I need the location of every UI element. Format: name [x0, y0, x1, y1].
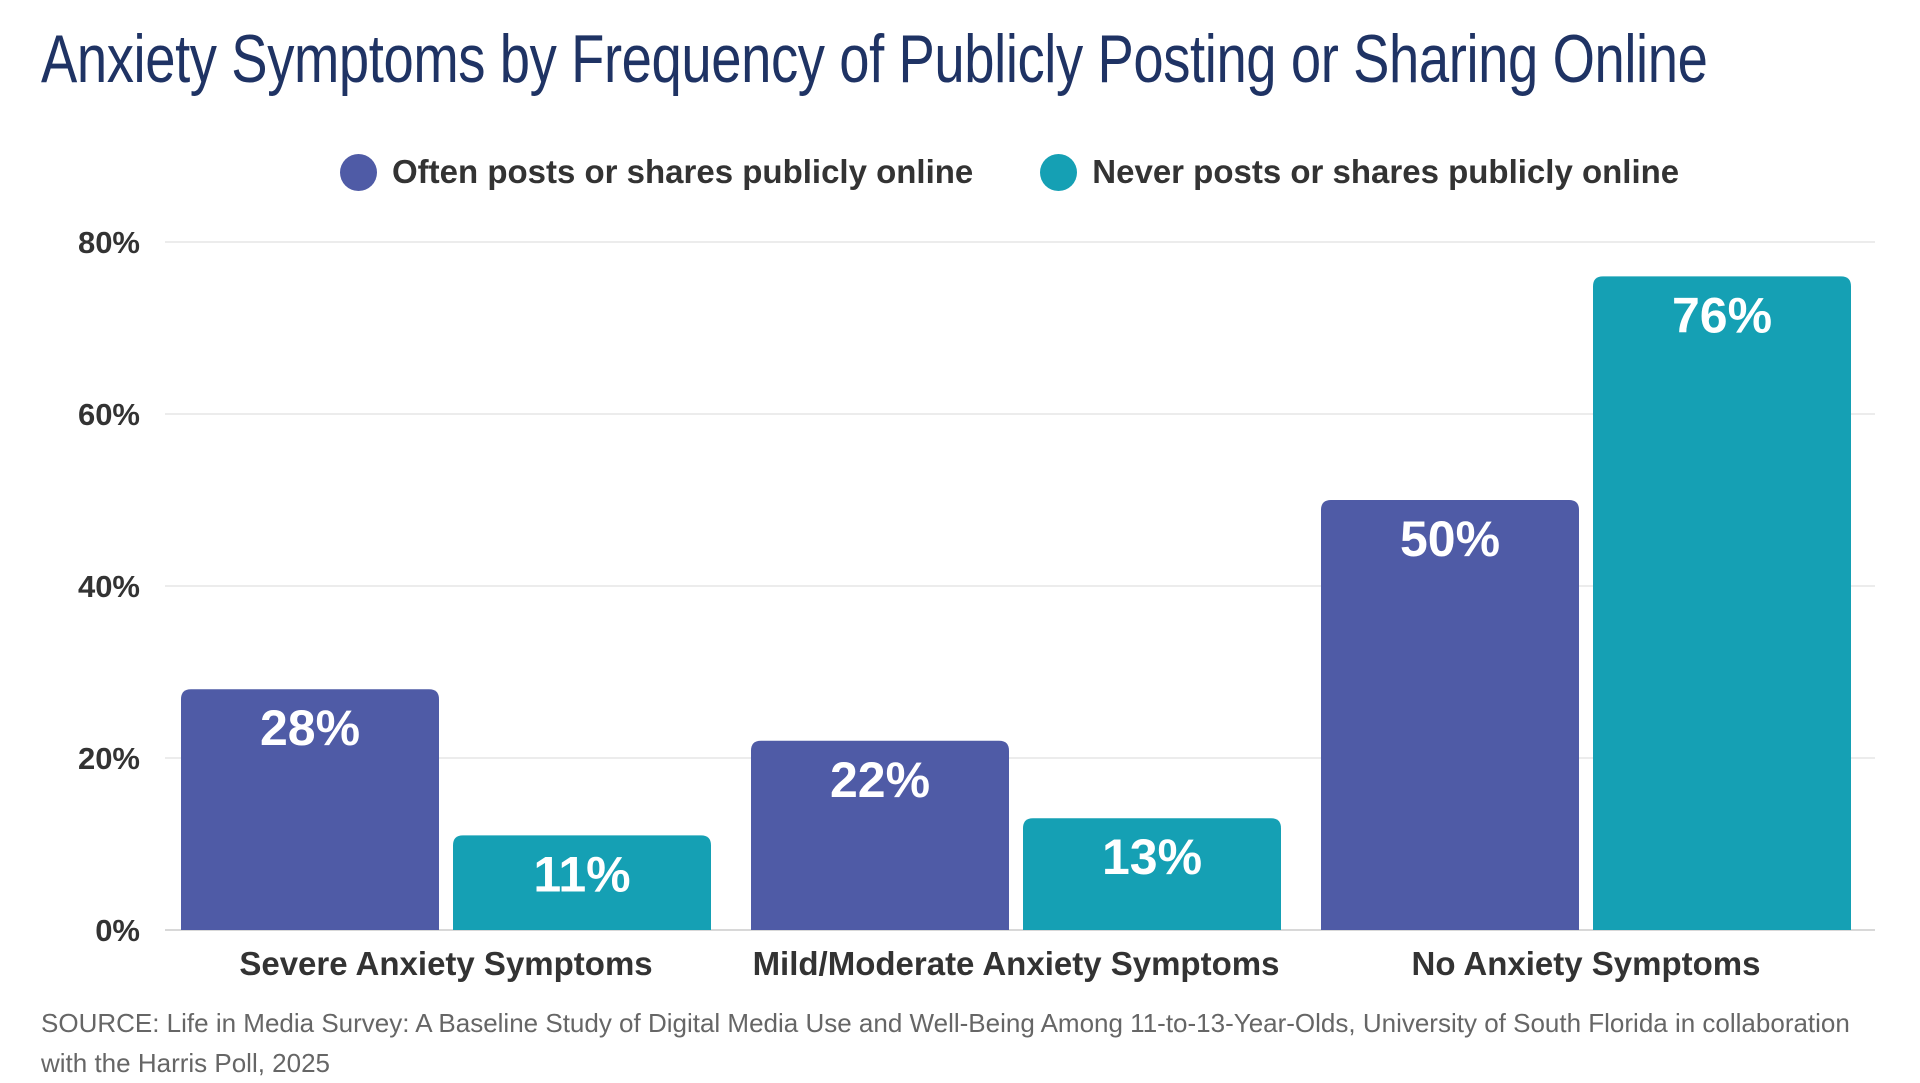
data-label: 76% — [1672, 287, 1772, 343]
data-label: 28% — [260, 700, 360, 756]
y-tick-label: 80% — [78, 225, 140, 260]
chart-title: Anxiety Symptoms by Frequency of Publicl… — [41, 21, 1708, 97]
legend-swatch-never — [1040, 153, 1078, 191]
x-tick-label: No Anxiety Symptoms — [1411, 945, 1760, 982]
data-label: 13% — [1102, 829, 1202, 885]
legend-label-often: Often posts or shares publicly online — [392, 153, 974, 190]
bar — [1321, 500, 1579, 930]
data-label: 22% — [830, 752, 930, 808]
source-note: SOURCE: Life in Media Survey: A Baseline… — [41, 1008, 1850, 1078]
bar — [181, 689, 439, 930]
x-tick-label: Mild/Moderate Anxiety Symptoms — [753, 945, 1280, 982]
y-tick-label: 20% — [78, 741, 140, 776]
data-label: 11% — [533, 846, 630, 902]
legend-swatch-often — [340, 153, 377, 191]
data-label: 50% — [1400, 511, 1500, 567]
y-tick-label: 0% — [95, 913, 140, 948]
legend-label-never: Never posts or shares publicly online — [1092, 153, 1680, 190]
bar — [453, 835, 711, 930]
legend-item-often: Often posts or shares publicly online — [340, 153, 973, 191]
bar — [751, 740, 1009, 930]
y-tick-label: 40% — [78, 569, 140, 604]
x-tick-label: Severe Anxiety Symptoms — [239, 945, 652, 982]
legend-item-never: Never posts or shares publicly online — [1040, 153, 1679, 191]
bar — [1593, 276, 1851, 930]
bar — [1023, 818, 1281, 930]
bar-chart: 0% 20% 40% 60% 80% 28% 11% Severe Anxiety Sympt… — [78, 225, 1875, 982]
y-tick-label: 60% — [78, 397, 140, 432]
legend: Often posts or shares publicly online Ne… — [340, 153, 1746, 191]
